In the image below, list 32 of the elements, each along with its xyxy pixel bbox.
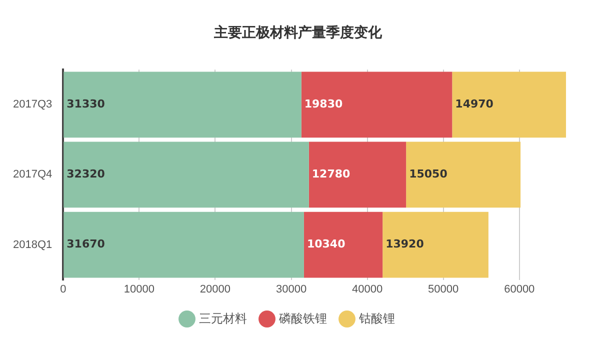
x-tick-label: 40000 bbox=[352, 283, 383, 296]
data-label: 12780 bbox=[312, 168, 351, 181]
legend-label: 钴酸锂 bbox=[358, 311, 395, 326]
y-tick-label: 2017Q3 bbox=[12, 98, 52, 111]
x-tick-label: 30000 bbox=[276, 283, 307, 296]
bar bbox=[64, 142, 309, 208]
data-label: 15050 bbox=[409, 168, 448, 181]
bar bbox=[308, 142, 406, 208]
y-tick-label: 2017Q4 bbox=[12, 168, 52, 181]
data-label: 31330 bbox=[66, 97, 106, 110]
data-label: 19830 bbox=[304, 97, 343, 110]
bar bbox=[452, 72, 566, 138]
x-tick-label: 0 bbox=[60, 283, 66, 296]
bar bbox=[382, 212, 488, 278]
bar bbox=[64, 72, 302, 138]
legend-label: 磷酸铁锂 bbox=[278, 311, 327, 326]
data-label: 31670 bbox=[66, 238, 106, 251]
x-tick-label: 10000 bbox=[124, 283, 154, 296]
legend-label: 三元材料 bbox=[199, 311, 247, 326]
data-label: 32320 bbox=[66, 168, 106, 181]
x-tick-label: 60000 bbox=[504, 283, 535, 296]
bar bbox=[406, 142, 521, 208]
bar bbox=[64, 212, 304, 278]
data-label: 13920 bbox=[386, 238, 424, 251]
y-tick-label: 2018Q1 bbox=[12, 238, 52, 251]
bar bbox=[301, 72, 452, 138]
x-tick-label: 50000 bbox=[428, 283, 459, 296]
data-label: 14970 bbox=[455, 97, 494, 110]
bar bbox=[304, 212, 383, 278]
x-tick-label: 20000 bbox=[200, 283, 231, 296]
data-label: 10340 bbox=[306, 238, 346, 251]
chart-title: 主要正极材料产量季度变化 bbox=[213, 24, 383, 42]
